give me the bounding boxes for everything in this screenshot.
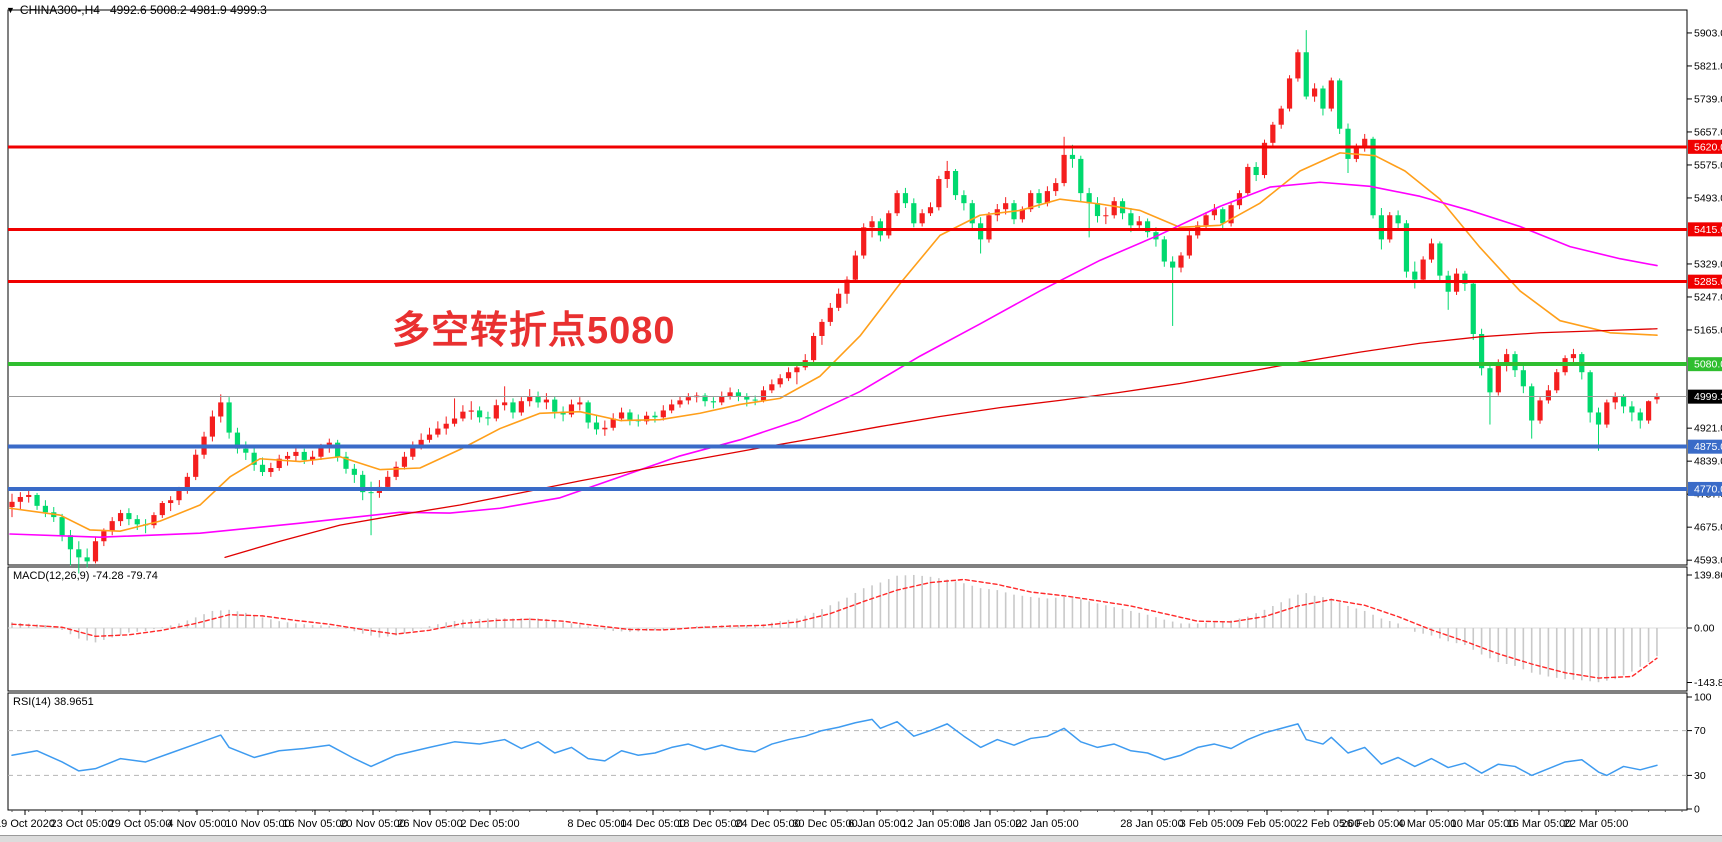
svg-text:5657.0: 5657.0 (1694, 126, 1722, 138)
macd-label: MACD(12,26,9) -74.28 -79.74 (13, 570, 158, 582)
svg-text:19 Oct 2020: 19 Oct 2020 (0, 818, 55, 830)
svg-text:139.86: 139.86 (1694, 569, 1722, 581)
svg-text:30 Dec 05:00: 30 Dec 05:00 (792, 818, 857, 830)
rsi-panel[interactable] (8, 718, 1687, 777)
panel-border-2 (7, 692, 1688, 811)
annotation-text: 多空转折点5080 (392, 310, 676, 352)
svg-text:4770.0: 4770.0 (1694, 483, 1722, 495)
svg-text:5329.0: 5329.0 (1694, 258, 1722, 270)
svg-text:5285.0: 5285.0 (1694, 276, 1722, 288)
svg-text:26 Feb 05:00: 26 Feb 05:00 (1341, 818, 1406, 830)
ma-mid-magenta (9, 181, 1658, 539)
chart-header: ▼ CHINA300-,H4 4992.6 5008.2 4981.9 4999.3 (6, 3, 267, 17)
svg-text:2 Dec 05:00: 2 Dec 05:00 (460, 818, 519, 830)
ohlc-readout: 4992.6 5008.2 4981.9 4999.3 (109, 3, 267, 17)
svg-text:20 Nov 05:00: 20 Nov 05:00 (340, 818, 405, 830)
svg-text:22 Mar 05:00: 22 Mar 05:00 (1564, 818, 1629, 830)
hline-label-4770.0-chip (1688, 481, 1722, 496)
ma-fast-orange (9, 152, 1658, 532)
svg-text:5821.0: 5821.0 (1694, 60, 1722, 72)
svg-text:4675.0: 4675.0 (1694, 522, 1722, 534)
svg-text:5493.0: 5493.0 (1694, 192, 1722, 204)
price-axis: 5903.0 5821.0 5739.0 5657.0 5575.0 5493.0 5329… (1687, 27, 1722, 816)
svg-text:28 Jan 05:00: 28 Jan 05:00 (1120, 818, 1184, 830)
svg-text:5080.0: 5080.0 (1694, 359, 1722, 371)
svg-text:16 Nov 05:00: 16 Nov 05:00 (282, 818, 347, 830)
hline-label-5620.0-chip (1688, 139, 1722, 154)
svg-text:5415.0: 5415.0 (1694, 224, 1722, 236)
svg-text:5247.0: 5247.0 (1694, 291, 1722, 303)
ma-slow-red (224, 328, 1658, 559)
svg-text:30: 30 (1694, 770, 1706, 782)
svg-text:10 Nov 05:00: 10 Nov 05:00 (225, 818, 290, 830)
svg-text:10 Mar 05:00: 10 Mar 05:00 (1451, 818, 1516, 830)
svg-text:24 Dec 05:00: 24 Dec 05:00 (735, 818, 800, 830)
svg-text:22 Feb 05:00: 22 Feb 05:00 (1296, 818, 1361, 830)
svg-text:4999.3: 4999.3 (1694, 391, 1722, 403)
window-bottom-strip (0, 836, 1722, 842)
svg-text:22 Jan 05:00: 22 Jan 05:00 (1015, 818, 1079, 830)
panel-border-1 (7, 566, 1688, 692)
current-price-label-chip (1688, 389, 1722, 404)
panel-border-0 (7, 9, 1688, 566)
hline-label-5285.0-chip (1688, 274, 1722, 289)
svg-text:9 Feb 05:00: 9 Feb 05:00 (1238, 818, 1297, 830)
hline-label-5415.0-chip (1688, 222, 1722, 237)
svg-text:4875.0: 4875.0 (1694, 441, 1722, 453)
svg-text:4 Nov 05:00: 4 Nov 05:00 (167, 818, 226, 830)
macd-panel[interactable] (8, 574, 1687, 683)
svg-text:8 Dec 05:00: 8 Dec 05:00 (567, 818, 626, 830)
svg-text:0: 0 (1694, 804, 1700, 816)
macd-signal-line (11, 578, 1658, 679)
rsi-label: RSI(14) 38.9651 (13, 696, 94, 708)
svg-text:4593.0: 4593.0 (1694, 555, 1722, 567)
hline-label-4875.0-chip (1688, 439, 1722, 454)
svg-text:6 Jan 05:00: 6 Jan 05:00 (848, 818, 906, 830)
svg-text:29 Oct 05:00: 29 Oct 05:00 (109, 818, 172, 830)
svg-text:12 Jan 05:00: 12 Jan 05:00 (901, 818, 965, 830)
svg-text:14 Dec 05:00: 14 Dec 05:00 (620, 818, 685, 830)
svg-text:3 Feb 05:00: 3 Feb 05:00 (1180, 818, 1239, 830)
svg-text:18 Jan 05:00: 18 Jan 05:00 (958, 818, 1022, 830)
candles (9, 30, 1660, 574)
svg-text:18 Dec 05:00: 18 Dec 05:00 (677, 818, 742, 830)
svg-text:100: 100 (1694, 692, 1712, 704)
svg-text:5575.0: 5575.0 (1694, 159, 1722, 171)
svg-text:23 Oct 05:00: 23 Oct 05:00 (51, 818, 114, 830)
svg-text:0.00: 0.00 (1694, 623, 1715, 635)
svg-text:5165.0: 5165.0 (1694, 324, 1722, 336)
svg-text:16 Mar 05:00: 16 Mar 05:00 (1507, 818, 1572, 830)
symbol-timeframe-label: CHINA300-,H4 (19, 3, 100, 17)
svg-text:5739.0: 5739.0 (1694, 93, 1722, 105)
svg-text:5620.0: 5620.0 (1694, 141, 1722, 153)
svg-text:70: 70 (1694, 725, 1706, 737)
collapse-triangle-icon[interactable]: ▼ (6, 5, 15, 15)
svg-text:26 Nov 05:00: 26 Nov 05:00 (397, 818, 462, 830)
svg-text:-143.82: -143.82 (1694, 677, 1722, 689)
rsi-line (11, 718, 1658, 777)
hline-label-5080.0-chip (1688, 357, 1722, 372)
svg-text:5903.0: 5903.0 (1694, 27, 1722, 39)
svg-text:4921.0: 4921.0 (1694, 423, 1722, 435)
svg-text:4 Mar 05:00: 4 Mar 05:00 (1398, 818, 1457, 830)
svg-text:4839.0: 4839.0 (1694, 456, 1722, 468)
main-price-panel[interactable] (8, 30, 1687, 574)
